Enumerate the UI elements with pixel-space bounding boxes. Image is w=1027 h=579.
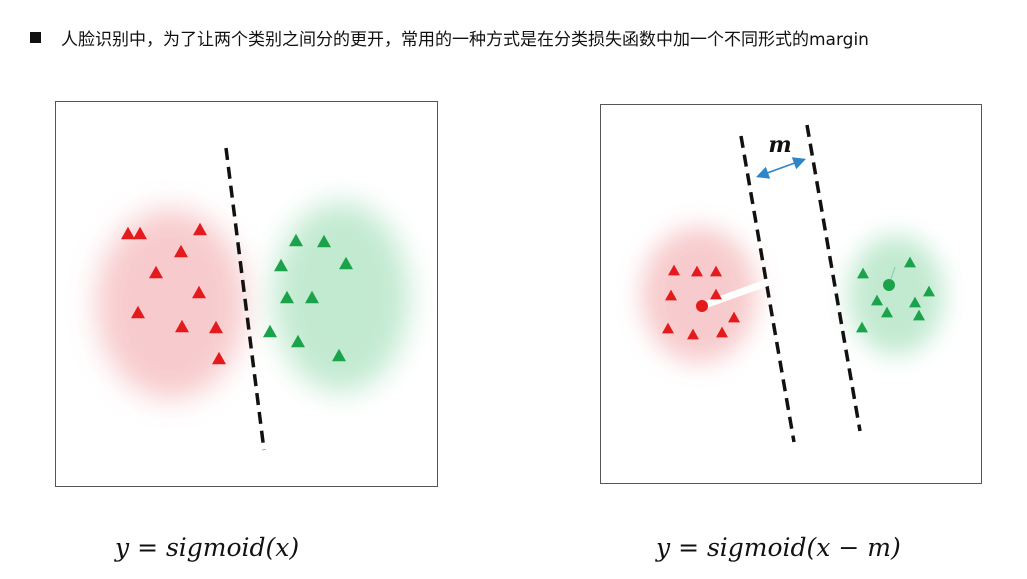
triangle-point: [904, 256, 916, 268]
triangle-point: [668, 264, 680, 276]
green-cluster-cloud: [848, 235, 944, 355]
triangle-point: [728, 311, 740, 323]
triangle-point: [192, 285, 206, 299]
triangle-point: [263, 324, 277, 338]
triangle-point: [332, 348, 346, 362]
triangle-point: [856, 321, 868, 333]
square-bullet-icon: [30, 31, 41, 43]
triangle-point: [317, 234, 331, 248]
triangle-point: [710, 265, 722, 277]
triangle-point: [662, 322, 674, 334]
triangle-point: [121, 226, 135, 240]
margin-arrow: [755, 157, 807, 179]
left-diagram-panel: [55, 101, 438, 487]
red-class-points: [662, 264, 740, 340]
triangle-point: [280, 290, 294, 304]
triangle-point: [289, 233, 303, 247]
triangle-point: [175, 319, 189, 333]
heading: 人脸识别中，为了让两个类别之间分的更开，常用的一种方式是在分类损失函数中加一个不…: [30, 20, 869, 54]
triangle-point: [909, 296, 921, 308]
triangle-point: [913, 309, 925, 321]
triangle-point: [133, 226, 147, 240]
green-class-points: [856, 256, 935, 333]
triangle-point: [174, 244, 188, 258]
red-class-center: [696, 300, 708, 312]
triangle-point: [305, 290, 319, 304]
triangle-point: [881, 306, 893, 318]
triangle-point: [665, 289, 677, 301]
margin-boundary-left: [739, 135, 796, 443]
green-class-center: [883, 279, 895, 291]
triangle-point: [149, 265, 163, 279]
triangle-point: [193, 222, 207, 236]
triangle-point: [339, 256, 353, 270]
triangle-point: [710, 288, 722, 300]
triangle-point: [871, 294, 883, 306]
triangle-point: [691, 265, 703, 277]
right-formula: y = sigmoid(x − m): [656, 533, 901, 562]
green-class-points: [263, 233, 353, 362]
red-center-connector: [698, 278, 773, 310]
triangle-point: [209, 320, 223, 334]
red-cluster-cloud: [96, 209, 246, 399]
triangle-point: [274, 258, 288, 272]
triangle-point: [131, 305, 145, 319]
margin-label: m: [768, 132, 791, 158]
margin-boundary-right: [805, 124, 862, 432]
triangle-point: [212, 351, 226, 365]
left-diagram-canvas: [96, 147, 409, 451]
triangle-point: [716, 326, 728, 338]
triangle-point: [923, 285, 935, 297]
right-diagram-panel: m: [600, 104, 982, 484]
triangle-point: [687, 328, 699, 340]
right-diagram-canvas: m: [641, 124, 944, 443]
left-formula: y = sigmoid(x): [115, 533, 300, 562]
heading-text: 人脸识别中，为了让两个类别之间分的更开，常用的一种方式是在分类损失函数中加一个不…: [61, 29, 869, 50]
red-class-points: [121, 222, 226, 365]
triangle-point: [291, 334, 305, 348]
triangle-point: [857, 267, 869, 279]
green-cluster-cloud: [273, 202, 409, 392]
decision-boundary: [224, 147, 266, 451]
